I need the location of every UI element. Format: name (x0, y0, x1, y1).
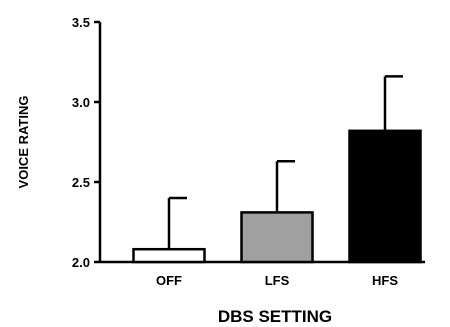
error-bars (167, 75, 403, 250)
bar-hfs (348, 129, 422, 264)
bar-off (132, 247, 206, 264)
x-tick-label-off: OFF (156, 273, 182, 288)
y-tick-label-2: 3.0 (72, 95, 90, 110)
y-axis-ticks: 2.0 2.5 3.0 3.5 (72, 15, 100, 270)
bar-lfs (240, 211, 314, 264)
x-tick-label-lfs: LFS (265, 273, 290, 288)
x-axis-title: DBS SETTING (218, 307, 332, 326)
y-axis-title: VOICE RATING (16, 96, 31, 189)
x-axis-ticks: OFF LFS HFS (156, 273, 398, 288)
y-tick-label-0: 2.0 (72, 255, 90, 270)
y-tick-label-1: 2.5 (72, 175, 90, 190)
bars (132, 129, 422, 264)
y-tick-label-3: 3.5 (72, 15, 90, 30)
x-tick-label-hfs: HFS (372, 273, 398, 288)
